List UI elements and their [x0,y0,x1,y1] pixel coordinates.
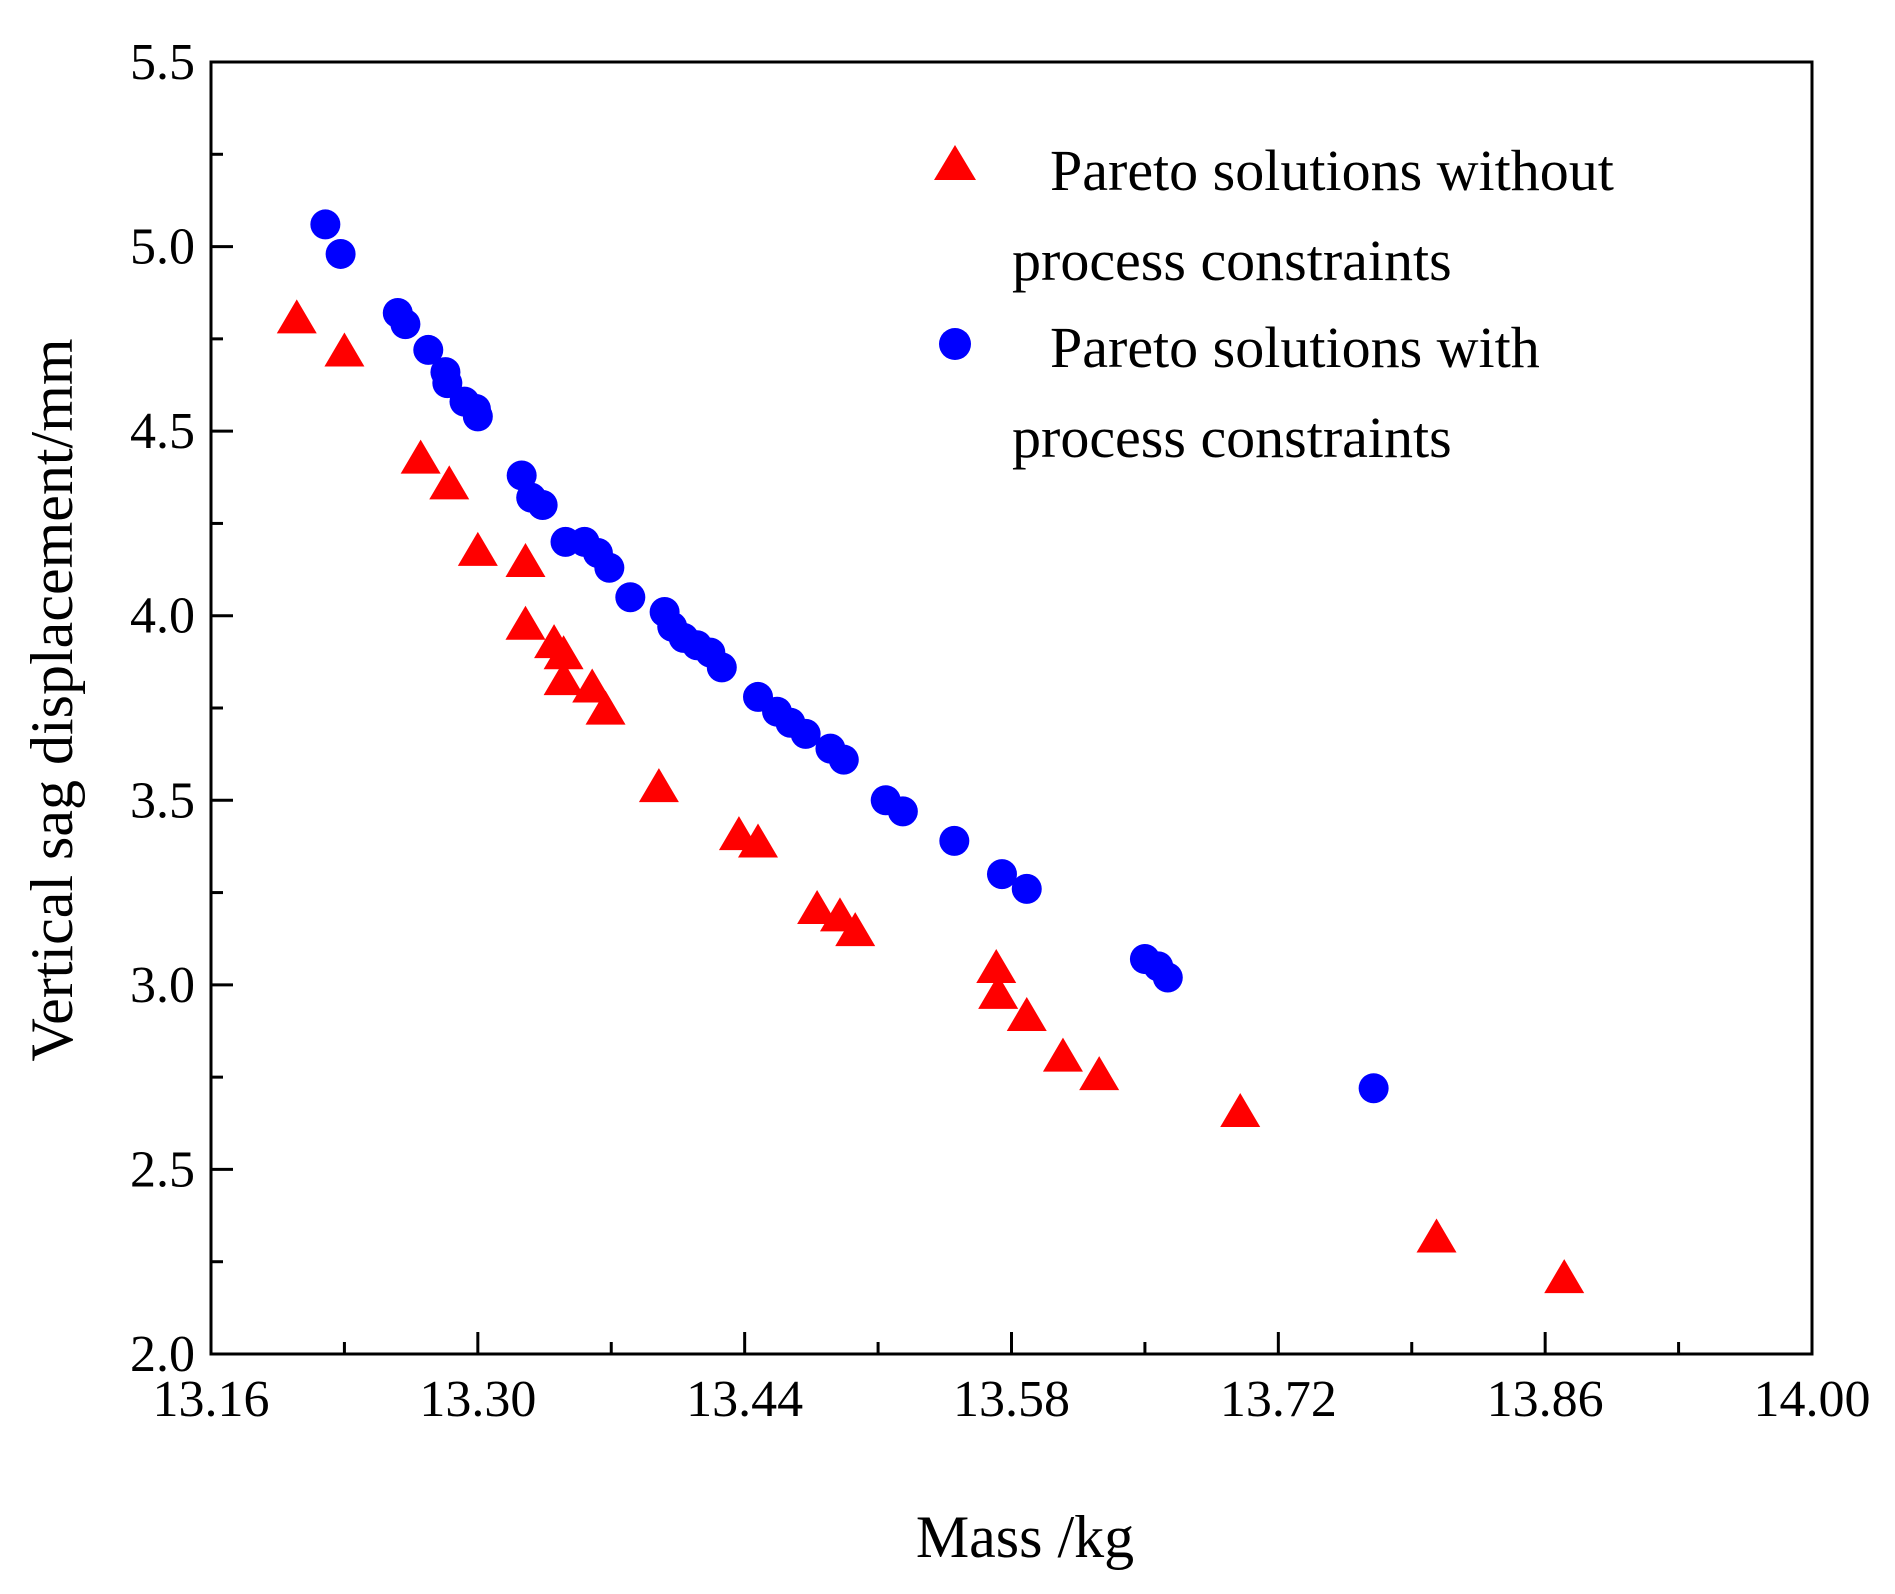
data-point-circle [1011,873,1042,904]
y-tick-label: 4.5 [130,403,195,460]
data-point-circle [594,552,625,583]
data-point-triangle [324,332,365,367]
series-1 [310,209,1389,1104]
data-point-triangle [976,949,1017,984]
data-point-triangle [638,768,679,803]
data-series [276,209,1585,1294]
legend-label-with-line2: process constraints [1012,405,1452,470]
data-point-circle [790,718,821,749]
x-tick-label: 13.58 [953,1371,1070,1428]
y-tick-label: 3.5 [130,772,195,829]
data-point-triangle [400,439,441,474]
x-tick-label: 13.30 [419,1371,536,1428]
plot-area: 2.0 2.5 3.0 3.5 4.0 4.5 5.0 5.5 13.16 13.30 13.44… [130,34,1871,1428]
x-tick-label: 13.72 [1220,1371,1337,1428]
y-tick-label: 4.0 [130,588,195,645]
data-point-triangle [572,668,613,703]
data-point-triangle [1416,1218,1457,1253]
data-point-triangle [1006,997,1047,1031]
x-tick-label: 13.44 [686,1371,803,1428]
data-point-circle [413,334,444,365]
data-point-circle [986,859,1017,890]
y-axis: 2.0 2.5 3.0 3.5 4.0 4.5 5.0 5.5 [130,34,233,1383]
y-tick-label: 2.5 [130,1141,195,1198]
data-point-triangle [1220,1092,1261,1127]
data-point-triangle [543,635,584,670]
y-tick-label: 3.0 [130,957,195,1014]
legend-triangle-marker [934,145,976,180]
data-point-triangle [543,661,584,696]
data-point-triangle [276,299,317,334]
data-point-circle [828,744,859,775]
data-point-triangle [1079,1056,1120,1091]
data-point-circle [390,309,421,340]
data-point-triangle [585,690,626,725]
data-point-triangle [1042,1037,1083,1072]
legend-label-without-line1: Pareto solutions without [1050,138,1614,203]
data-point-triangle [429,465,470,500]
x-axis: 13.16 13.30 13.44 13.58 13.72 13.86 14.00 [153,1332,1871,1428]
data-point-triangle [835,912,876,947]
data-point-circle [887,796,918,827]
data-point-circle [1152,962,1183,993]
data-point-circle [939,825,970,856]
y-tick-label: 5.0 [130,219,195,276]
data-point-triangle [738,823,779,858]
data-point-triangle [797,889,838,924]
x-tick-label: 13.86 [1487,1371,1604,1428]
x-tick-label: 14.00 [1754,1371,1871,1428]
data-point-circle [462,401,493,432]
y-tick-label: 2.0 [130,1326,195,1383]
legend-label-with-line1: Pareto solutions with [1050,315,1540,380]
data-point-triangle [978,974,1019,1009]
legend-circle-marker [939,328,971,360]
data-point-triangle [505,605,546,640]
data-point-circle [310,209,341,240]
y-axis-title: Vertical sag displacement/mm [19,338,85,1061]
data-point-triangle [1544,1259,1585,1294]
series-0 [276,299,1585,1294]
data-point-circle [615,582,646,613]
y-tick-label: 5.5 [130,34,195,91]
legend-label-without-line2: process constraints [1012,228,1452,293]
x-axis-title: Mass /kg [916,1504,1134,1570]
data-point-triangle [457,531,498,566]
legend: Pareto solutions without process constra… [934,138,1614,470]
data-point-circle [706,652,737,683]
data-point-triangle [505,542,546,577]
x-tick-label: 13.16 [153,1371,270,1428]
data-point-circle [527,489,558,520]
data-point-circle [1358,1073,1389,1104]
data-point-circle [325,238,356,269]
